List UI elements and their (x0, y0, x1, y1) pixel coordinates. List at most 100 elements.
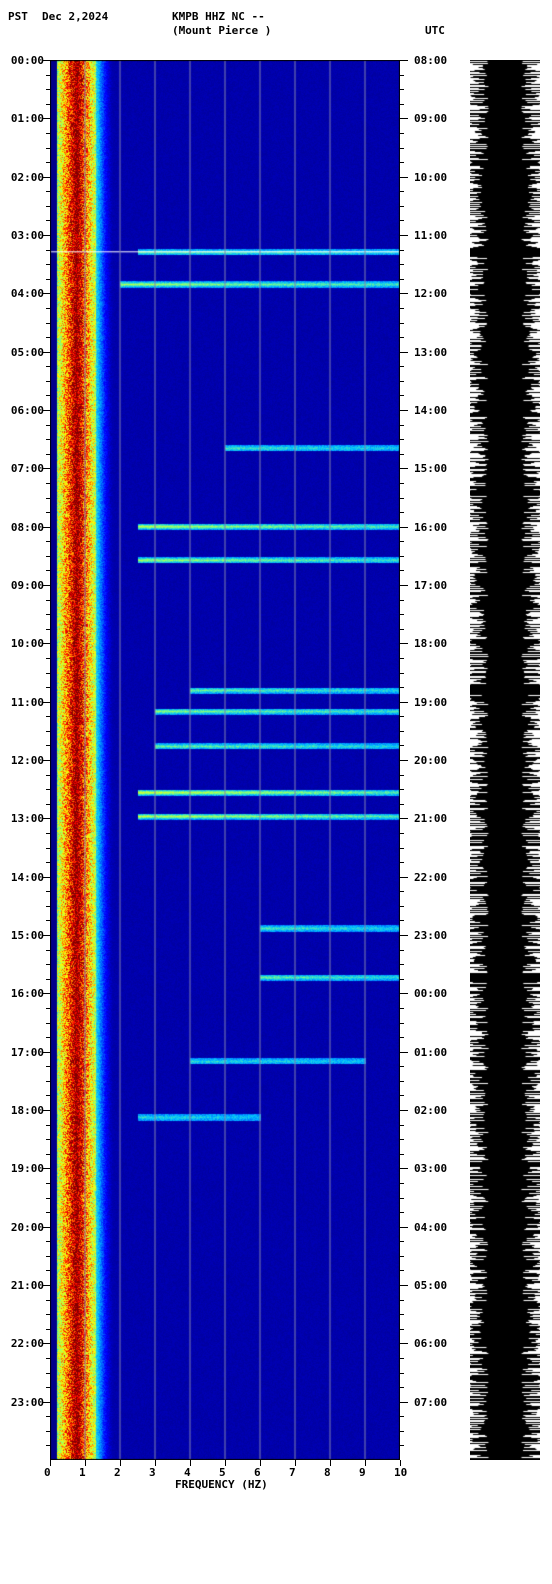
y-minor-tick (46, 964, 50, 965)
y-left-tick-label: 00:00 (5, 54, 44, 67)
y-tick-mark (400, 1227, 408, 1228)
y-minor-tick (46, 1358, 50, 1359)
y-minor-tick (46, 570, 50, 571)
y-minor-tick (46, 337, 50, 338)
y-minor-tick (46, 1256, 50, 1257)
y-minor-tick (400, 512, 404, 513)
y-right-tick-label: 19:00 (414, 696, 447, 709)
y-tick-mark (400, 1285, 408, 1286)
y-minor-tick (400, 1154, 404, 1155)
y-minor-tick (46, 191, 50, 192)
y-minor-tick (400, 906, 404, 907)
y-minor-tick (46, 1431, 50, 1432)
y-minor-tick (400, 658, 404, 659)
y-tick-mark (400, 1343, 408, 1344)
y-tick-mark (42, 410, 50, 411)
y-minor-tick (46, 775, 50, 776)
y-minor-tick (46, 600, 50, 601)
x-tick-label: 9 (359, 1466, 366, 1479)
y-minor-tick (46, 745, 50, 746)
y-right-tick-label: 18:00 (414, 637, 447, 650)
y-minor-tick (400, 264, 404, 265)
y-right-tick-label: 03:00 (414, 1162, 447, 1175)
y-left-tick-label: 05:00 (5, 346, 44, 359)
y-left-tick-label: 02:00 (5, 171, 44, 184)
y-minor-tick (400, 1023, 404, 1024)
y-tick-mark (400, 760, 408, 761)
y-minor-tick (46, 498, 50, 499)
y-minor-tick (400, 1387, 404, 1388)
y-minor-tick (400, 600, 404, 601)
y-minor-tick (400, 1358, 404, 1359)
y-tick-mark (400, 935, 408, 936)
y-right-tick-label: 00:00 (414, 987, 447, 1000)
y-minor-tick (46, 862, 50, 863)
y-tick-mark (42, 1227, 50, 1228)
y-right-tick-label: 13:00 (414, 346, 447, 359)
y-minor-tick (46, 1125, 50, 1126)
y-minor-tick (400, 1183, 404, 1184)
spectrogram-plot (50, 60, 400, 1460)
y-minor-tick (46, 1037, 50, 1038)
y-minor-tick (46, 614, 50, 615)
y-minor-tick (46, 454, 50, 455)
y-minor-tick (46, 1023, 50, 1024)
y-tick-mark (42, 235, 50, 236)
y-minor-tick (400, 1445, 404, 1446)
y-tick-mark (42, 643, 50, 644)
x-tick-label: 4 (184, 1466, 191, 1479)
y-minor-tick (400, 1270, 404, 1271)
y-left-tick-label: 07:00 (5, 462, 44, 475)
y-minor-tick (46, 220, 50, 221)
y-tick-mark (400, 818, 408, 819)
y-minor-tick (46, 1241, 50, 1242)
y-minor-tick (400, 862, 404, 863)
y-minor-tick (400, 439, 404, 440)
y-minor-tick (46, 658, 50, 659)
y-tick-mark (42, 877, 50, 878)
y-tick-mark (42, 1052, 50, 1053)
y-minor-tick (400, 1314, 404, 1315)
y-minor-tick (400, 789, 404, 790)
y-minor-tick (400, 498, 404, 499)
y-minor-tick (400, 1329, 404, 1330)
y-minor-tick (46, 75, 50, 76)
y-minor-tick (46, 381, 50, 382)
y-minor-tick (400, 920, 404, 921)
y-minor-tick (400, 1095, 404, 1096)
y-right-tick-label: 17:00 (414, 579, 447, 592)
y-minor-tick (46, 833, 50, 834)
y-right-tick-label: 21:00 (414, 812, 447, 825)
y-minor-tick (46, 250, 50, 251)
y-minor-tick (400, 220, 404, 221)
y-left-tick-label: 11:00 (5, 696, 44, 709)
y-minor-tick (46, 541, 50, 542)
y-tick-mark (400, 293, 408, 294)
x-tick-label: 7 (289, 1466, 296, 1479)
y-left-tick-label: 17:00 (5, 1046, 44, 1059)
y-minor-tick (46, 1081, 50, 1082)
y-right-tick-label: 14:00 (414, 404, 447, 417)
y-minor-tick (400, 191, 404, 192)
y-minor-tick (400, 89, 404, 90)
y-minor-tick (400, 964, 404, 965)
y-left-tick-label: 06:00 (5, 404, 44, 417)
y-tick-mark (400, 993, 408, 994)
y-tick-mark (42, 993, 50, 994)
y-minor-tick (46, 483, 50, 484)
y-minor-tick (400, 308, 404, 309)
y-minor-tick (400, 731, 404, 732)
y-minor-tick (400, 1212, 404, 1213)
y-minor-tick (46, 133, 50, 134)
y-tick-mark (42, 1402, 50, 1403)
y-left-tick-label: 14:00 (5, 871, 44, 884)
y-minor-tick (400, 483, 404, 484)
y-minor-tick (46, 1416, 50, 1417)
y-tick-mark (42, 1343, 50, 1344)
y-minor-tick (400, 1037, 404, 1038)
y-minor-tick (46, 1445, 50, 1446)
y-minor-tick (400, 454, 404, 455)
y-minor-tick (46, 556, 50, 557)
y-minor-tick (46, 848, 50, 849)
y-tick-mark (400, 468, 408, 469)
